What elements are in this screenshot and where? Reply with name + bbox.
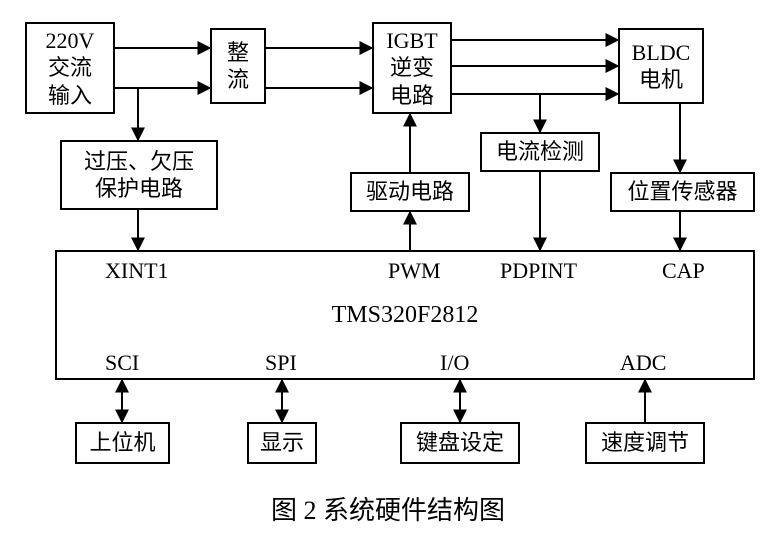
mcu-chip-name: TMS320F2812: [332, 302, 479, 329]
block-bldc: BLDC 电机: [618, 28, 704, 104]
port-pdpint: PDPINT: [500, 258, 577, 284]
bldc-line2: 电机: [639, 66, 683, 94]
rect-line1: 整: [227, 39, 249, 67]
ac-line1: 220V: [46, 27, 95, 55]
block-display: 显示: [247, 422, 317, 464]
block-igbt: IGBT 逆变 电路: [372, 22, 452, 114]
bldc-line1: BLDC: [632, 39, 691, 67]
port-pwm: PWM: [388, 258, 441, 284]
curr-label: 电流检测: [496, 138, 584, 166]
port-cap: CAP: [662, 258, 705, 284]
port-xint1: XINT1: [105, 258, 169, 284]
block-keyboard: 键盘设定: [400, 422, 520, 464]
igbt-line3: 电路: [390, 82, 434, 110]
disp-label: 显示: [260, 429, 304, 457]
block-host: 上位机: [75, 422, 170, 464]
drive-label: 驱动电路: [366, 178, 454, 206]
prot-line2: 保护电路: [95, 175, 183, 203]
keyb-label: 键盘设定: [416, 429, 504, 457]
port-io: I/O: [440, 350, 469, 376]
block-rectifier: 整 流: [210, 28, 266, 104]
igbt-line1: IGBT: [386, 27, 437, 55]
host-label: 上位机: [89, 429, 155, 457]
block-drive: 驱动电路: [350, 172, 470, 212]
block-position-sensor: 位置传感器: [610, 172, 755, 212]
figure-caption: 图 2 系统硬件结构图: [271, 490, 505, 527]
port-spi: SPI: [265, 350, 297, 376]
igbt-line2: 逆变: [390, 54, 434, 82]
pos-label: 位置传感器: [627, 178, 737, 206]
port-sci: SCI: [105, 350, 139, 376]
prot-line1: 过压、欠压: [84, 148, 194, 176]
speed-label: 速度调节: [601, 429, 689, 457]
port-adc: ADC: [620, 350, 666, 376]
ac-line3: 输入: [48, 82, 92, 110]
ac-line2: 交流: [48, 54, 92, 82]
rect-line2: 流: [227, 66, 249, 94]
block-speed: 速度调节: [585, 422, 705, 464]
block-ac-input: 220V 交流 输入: [25, 22, 115, 114]
block-protection: 过压、欠压 保护电路: [60, 140, 218, 210]
block-current-detect: 电流检测: [480, 132, 600, 172]
